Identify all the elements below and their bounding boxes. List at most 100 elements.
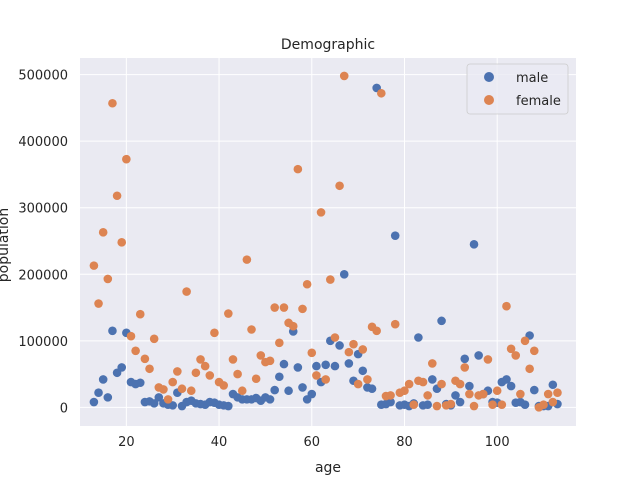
data-point-female bbox=[191, 368, 201, 378]
data-point-female bbox=[469, 401, 479, 411]
y-axis-label: population bbox=[0, 208, 12, 283]
data-point-female bbox=[437, 379, 446, 389]
data-point-female bbox=[326, 275, 335, 284]
data-point-female bbox=[205, 371, 215, 380]
data-point-female bbox=[251, 374, 261, 384]
data-point-male bbox=[149, 399, 159, 408]
data-point-female bbox=[400, 386, 409, 396]
data-point-female bbox=[270, 303, 279, 312]
data-point-female bbox=[372, 326, 381, 336]
data-point-male bbox=[335, 341, 344, 350]
data-point-female bbox=[182, 287, 191, 296]
data-point-male bbox=[312, 361, 321, 371]
x-tick-label: 80 bbox=[396, 435, 413, 450]
data-point-male bbox=[469, 240, 479, 249]
data-point-male bbox=[465, 381, 474, 391]
data-point-male bbox=[321, 360, 330, 370]
data-point-female bbox=[247, 325, 256, 334]
data-point-female bbox=[339, 71, 349, 81]
data-point-female bbox=[256, 351, 266, 360]
data-point-female bbox=[279, 303, 289, 312]
data-point-female bbox=[335, 181, 344, 191]
data-point-female bbox=[173, 367, 182, 376]
data-point-female bbox=[163, 395, 173, 404]
data-point-female bbox=[293, 164, 303, 174]
data-point-male bbox=[284, 386, 293, 396]
data-point-female bbox=[122, 154, 131, 164]
data-point-male bbox=[502, 375, 511, 384]
data-point-female bbox=[553, 388, 562, 398]
data-point-female bbox=[377, 88, 386, 98]
x-axis-label: age bbox=[315, 460, 341, 476]
data-point-female bbox=[539, 400, 548, 410]
data-point-female bbox=[427, 359, 437, 368]
data-point-female bbox=[488, 400, 497, 410]
data-point-female bbox=[186, 386, 196, 396]
data-point-male bbox=[474, 351, 483, 360]
data-point-female bbox=[177, 384, 187, 394]
data-point-female bbox=[497, 400, 507, 410]
data-point-female bbox=[200, 361, 210, 371]
data-point-female bbox=[506, 344, 516, 354]
data-point-female bbox=[316, 208, 326, 217]
data-point-male bbox=[224, 401, 233, 411]
data-point-male bbox=[103, 393, 113, 402]
data-point-female bbox=[228, 355, 238, 364]
data-point-female bbox=[483, 355, 493, 364]
data-point-female bbox=[307, 348, 317, 358]
data-point-female bbox=[302, 279, 312, 289]
y-tick-labels: 0 100000 200000 300000 400000 500000 bbox=[18, 69, 68, 417]
x-tick-labels: 20 40 60 80 100 bbox=[118, 435, 510, 450]
data-points bbox=[89, 71, 562, 412]
data-point-male bbox=[265, 395, 275, 404]
y-tick-label: 0 bbox=[60, 401, 68, 416]
data-point-female bbox=[131, 346, 140, 356]
data-point-female bbox=[344, 347, 354, 357]
data-point-female bbox=[455, 379, 465, 389]
data-point-female bbox=[502, 301, 511, 311]
data-point-male bbox=[390, 231, 400, 240]
data-point-male bbox=[460, 354, 470, 364]
x-gridlines bbox=[125, 58, 498, 426]
data-point-male bbox=[98, 375, 108, 384]
data-point-female bbox=[543, 389, 553, 399]
y-tick-label: 200000 bbox=[18, 268, 68, 283]
legend-marker-male bbox=[484, 72, 494, 82]
data-point-male bbox=[307, 389, 317, 399]
data-point-female bbox=[548, 397, 558, 407]
data-point-female bbox=[117, 238, 127, 247]
data-point-male bbox=[94, 388, 103, 398]
data-point-male bbox=[168, 401, 178, 410]
data-point-female bbox=[446, 399, 456, 409]
data-point-female bbox=[321, 375, 330, 384]
data-point-female bbox=[112, 191, 122, 201]
data-point-female bbox=[492, 386, 502, 396]
y-tick-label: 400000 bbox=[18, 135, 68, 150]
data-point-female bbox=[418, 377, 428, 387]
data-point-male bbox=[293, 363, 303, 372]
data-point-female bbox=[126, 331, 136, 341]
data-point-male bbox=[423, 400, 432, 410]
data-point-female bbox=[265, 356, 275, 366]
data-point-male bbox=[451, 391, 460, 400]
data-point-male bbox=[548, 380, 558, 390]
data-point-female bbox=[275, 338, 284, 348]
data-point-male bbox=[330, 361, 340, 371]
data-point-female bbox=[460, 363, 470, 372]
data-point-female bbox=[159, 385, 168, 394]
x-tick-label: 20 bbox=[118, 435, 135, 450]
data-point-female bbox=[312, 371, 321, 380]
data-point-male bbox=[437, 316, 446, 326]
data-point-female bbox=[330, 333, 340, 342]
data-point-female bbox=[423, 391, 432, 400]
data-point-female bbox=[298, 304, 307, 314]
data-point-female bbox=[478, 389, 488, 399]
data-point-female bbox=[404, 379, 414, 389]
data-point-female bbox=[349, 339, 358, 349]
data-point-female bbox=[219, 381, 229, 390]
data-point-male bbox=[298, 383, 307, 392]
data-point-female bbox=[98, 228, 108, 237]
data-point-female bbox=[196, 355, 205, 364]
data-point-female bbox=[358, 345, 368, 354]
data-point-male bbox=[275, 372, 284, 382]
